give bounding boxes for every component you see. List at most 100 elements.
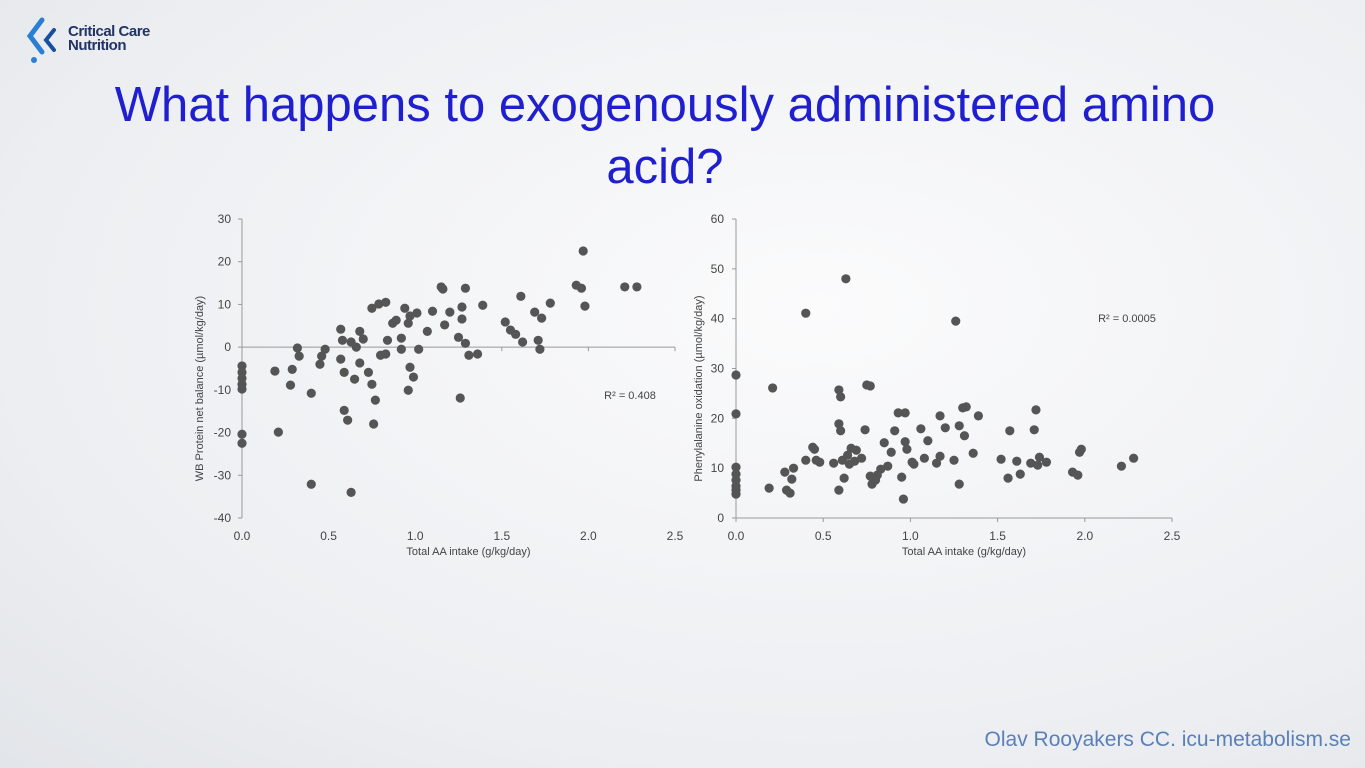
x-tick-label: 1.0 — [902, 529, 919, 543]
y-tick-label: 60 — [711, 212, 725, 226]
data-point — [237, 384, 247, 394]
data-point — [1003, 473, 1013, 483]
data-point — [511, 329, 521, 339]
data-point — [382, 335, 393, 345]
data-point — [237, 429, 247, 439]
data-point — [381, 349, 391, 359]
data-point — [954, 479, 964, 489]
data-point — [349, 374, 360, 384]
data-point — [294, 351, 304, 361]
data-point — [535, 344, 545, 354]
data-point — [1116, 461, 1127, 471]
data-point — [919, 453, 929, 463]
data-point — [731, 370, 741, 380]
data-point — [530, 307, 540, 317]
data-point — [478, 300, 488, 310]
data-point — [285, 380, 296, 390]
y-axis-label: WB Protein net balance (µmol/kg/day) — [194, 296, 206, 481]
data-point — [841, 274, 851, 284]
data-point — [935, 451, 945, 461]
data-point — [578, 246, 588, 256]
data-point — [337, 335, 348, 345]
data-point — [422, 326, 432, 336]
data-point — [405, 362, 415, 372]
data-point — [996, 454, 1006, 464]
data-point — [940, 423, 950, 433]
y-axis-label: Phenylalanine oxidation (µmol/kg/day) — [693, 295, 705, 481]
data-point — [306, 388, 316, 398]
data-point — [788, 463, 799, 473]
data-point — [576, 283, 587, 293]
x-tick-label: 2.0 — [1076, 529, 1093, 543]
data-point — [355, 326, 365, 336]
data-point — [374, 299, 384, 309]
data-point — [396, 333, 406, 343]
x-axis-label: Total AA intake (g/kg/day) — [902, 546, 1026, 558]
data-point — [780, 467, 790, 477]
data-point — [403, 385, 413, 395]
y-tick-label: 40 — [711, 312, 725, 326]
data-point — [954, 421, 964, 431]
data-point — [270, 366, 280, 376]
data-point — [909, 459, 919, 469]
data-point — [545, 298, 555, 308]
x-tick-label: 1.0 — [407, 529, 424, 543]
data-point — [343, 415, 353, 425]
logo-icon — [26, 17, 56, 63]
data-point — [902, 444, 912, 454]
data-point — [405, 311, 415, 321]
data-point — [923, 436, 933, 446]
data-point — [237, 438, 247, 448]
x-tick-label: 2.0 — [580, 529, 597, 543]
data-point — [1005, 426, 1015, 436]
data-point — [916, 424, 926, 434]
data-point — [959, 431, 970, 441]
data-point — [367, 303, 377, 313]
data-point — [1015, 469, 1025, 479]
x-tick-label: 0.0 — [234, 529, 251, 543]
y-tick-label: 20 — [218, 255, 232, 269]
x-tick-label: 2.5 — [1164, 529, 1181, 543]
data-point — [355, 358, 365, 368]
annotation: R² = 0.408 — [604, 390, 656, 402]
data-point — [391, 315, 401, 325]
data-point — [1029, 425, 1039, 435]
y-tick-label: 10 — [711, 461, 725, 475]
data-point — [346, 487, 356, 497]
data-point — [358, 334, 368, 344]
data-point — [396, 344, 406, 354]
data-point — [961, 402, 971, 412]
data-point — [336, 324, 346, 334]
data-point — [381, 297, 391, 307]
data-point — [856, 453, 867, 463]
data-point — [836, 426, 846, 436]
data-point — [537, 313, 547, 323]
data-point — [403, 318, 413, 328]
y-tick-label: 50 — [711, 262, 725, 276]
y-tick-label: 0 — [717, 511, 724, 525]
data-point — [472, 349, 483, 359]
data-point — [1076, 444, 1086, 454]
data-point — [935, 411, 945, 421]
footer: Olav Rooyakers CC. icu-metabolism.se — [984, 728, 1351, 751]
y-tick-label: -40 — [214, 511, 232, 525]
data-point — [834, 485, 844, 495]
x-axis-label: Total AA intake (g/kg/day) — [406, 546, 530, 558]
data-point — [457, 302, 467, 312]
data-point — [900, 408, 910, 418]
data-point — [1129, 453, 1139, 463]
y-tick-label: 30 — [218, 212, 232, 226]
logo-line: Nutrition — [68, 37, 126, 54]
data-point — [931, 458, 942, 468]
data-point — [287, 364, 297, 374]
data-point — [339, 367, 349, 377]
data-point — [580, 301, 590, 311]
data-point — [445, 307, 455, 317]
data-point — [731, 409, 741, 419]
data-point — [973, 411, 984, 421]
data-point — [414, 344, 424, 354]
data-point — [949, 455, 959, 465]
data-point — [890, 426, 900, 436]
data-point — [632, 282, 642, 292]
